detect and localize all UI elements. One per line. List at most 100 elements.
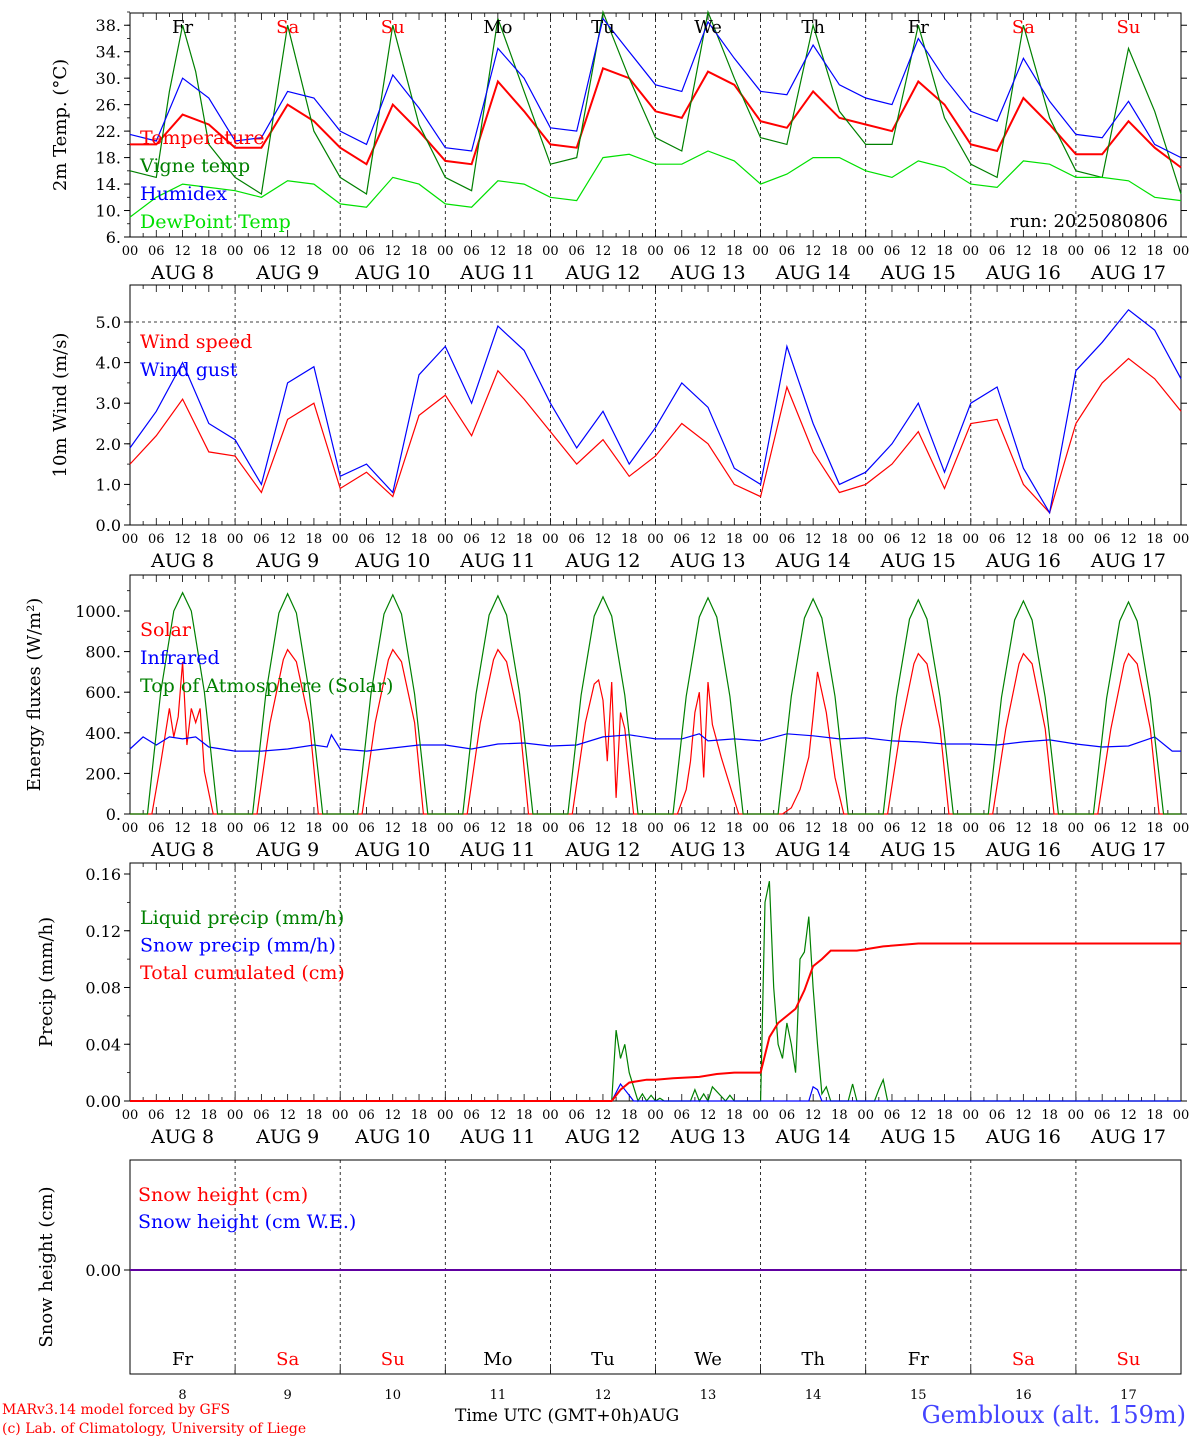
y-tick-label: 3.0 bbox=[96, 394, 121, 413]
hour-tick-label: 06 bbox=[1094, 244, 1111, 259]
y-tick-label: 10. bbox=[96, 202, 121, 221]
day-number-label: 8 bbox=[178, 1388, 186, 1403]
hour-tick-label: 18 bbox=[1041, 821, 1058, 836]
hour-tick-label: 00 bbox=[122, 821, 139, 836]
hour-tick-label: 12 bbox=[700, 532, 717, 547]
date-label: AUG 15 bbox=[880, 1126, 956, 1148]
series-line bbox=[129, 308, 1182, 515]
hour-tick-label: 12 bbox=[595, 821, 612, 836]
hour-tick-label: 00 bbox=[122, 1108, 139, 1123]
hour-tick-label: 00 bbox=[963, 244, 980, 259]
day-name-label: Fr bbox=[908, 1349, 929, 1370]
hour-tick-label: 18 bbox=[726, 244, 743, 259]
hour-tick-label: 18 bbox=[411, 821, 428, 836]
day-name-label: Mo bbox=[483, 17, 512, 38]
hour-tick-label: 00 bbox=[332, 821, 349, 836]
y-tick-label: 26. bbox=[96, 96, 121, 115]
hour-tick-label: 00 bbox=[1068, 821, 1085, 836]
legend-entry: Wind speed bbox=[140, 331, 252, 353]
panel-frame bbox=[129, 12, 1182, 238]
hour-tick-label: 06 bbox=[568, 244, 585, 259]
hour-tick-label: 00 bbox=[437, 244, 454, 259]
hour-tick-label: 18 bbox=[726, 532, 743, 547]
hour-tick-label: 18 bbox=[726, 1108, 743, 1123]
hour-tick-label: 06 bbox=[989, 1108, 1006, 1123]
date-label: AUG 11 bbox=[459, 550, 535, 572]
hour-tick-label: 12 bbox=[490, 244, 507, 259]
hour-tick-label: 06 bbox=[1094, 532, 1111, 547]
hour-tick-label: 00 bbox=[227, 1108, 244, 1123]
series-line bbox=[129, 17, 1182, 159]
hour-tick-label: 18 bbox=[516, 532, 533, 547]
hour-tick-label: 00 bbox=[1173, 244, 1190, 259]
hour-tick-label: 18 bbox=[936, 821, 953, 836]
hour-tick-label: 00 bbox=[752, 244, 769, 259]
y-tick-label: 0.12 bbox=[85, 922, 121, 941]
station-label: Gembloux (alt. 159m) bbox=[921, 1401, 1186, 1429]
hour-tick-label: 12 bbox=[805, 532, 822, 547]
hour-tick-label: 12 bbox=[1120, 532, 1137, 547]
hour-tick-label: 06 bbox=[884, 1108, 901, 1123]
hour-tick-label: 18 bbox=[831, 532, 848, 547]
hour-tick-label: 00 bbox=[1173, 821, 1190, 836]
hour-tick-label: 12 bbox=[279, 821, 296, 836]
y-tick-label: 0.04 bbox=[85, 1035, 121, 1054]
hour-tick-label: 06 bbox=[674, 244, 691, 259]
hour-tick-label: 18 bbox=[1041, 244, 1058, 259]
hour-tick-label: 12 bbox=[279, 1108, 296, 1123]
date-label: AUG 8 bbox=[150, 839, 214, 861]
hour-tick-label: 00 bbox=[542, 244, 559, 259]
y-axis-label: Energy fluxes (W/m²) bbox=[24, 598, 45, 792]
hour-tick-label: 12 bbox=[174, 532, 191, 547]
hour-tick-label: 18 bbox=[936, 1108, 953, 1123]
hour-tick-label: 06 bbox=[1094, 821, 1111, 836]
date-label: AUG 13 bbox=[669, 1126, 745, 1148]
day-name-label: Sa bbox=[276, 1349, 299, 1370]
date-label: AUG 15 bbox=[880, 262, 956, 284]
hour-tick-label: 00 bbox=[857, 244, 874, 259]
hour-tick-label: 06 bbox=[779, 244, 796, 259]
day-number-label: 12 bbox=[595, 1388, 612, 1403]
series-line bbox=[129, 9, 1182, 195]
date-label: AUG 12 bbox=[564, 262, 640, 284]
legend-entry: Liquid precip (mm/h) bbox=[140, 907, 344, 929]
hour-tick-label: 06 bbox=[674, 821, 691, 836]
hour-tick-label: 12 bbox=[595, 244, 612, 259]
y-axis-label: Snow height (cm) bbox=[36, 1186, 57, 1347]
hour-tick-label: 12 bbox=[700, 821, 717, 836]
hour-tick-label: 00 bbox=[857, 1108, 874, 1123]
hour-tick-label: 00 bbox=[227, 821, 244, 836]
hour-tick-label: 18 bbox=[306, 532, 323, 547]
y-tick-label: 2.0 bbox=[96, 435, 121, 454]
y-tick-label: 5.0 bbox=[96, 313, 121, 332]
hour-tick-label: 18 bbox=[411, 244, 428, 259]
hour-tick-label: 18 bbox=[621, 821, 638, 836]
date-label: AUG 17 bbox=[1090, 262, 1166, 284]
hour-tick-label: 18 bbox=[201, 244, 218, 259]
hour-tick-label: 00 bbox=[542, 1108, 559, 1123]
hour-tick-label: 18 bbox=[621, 1108, 638, 1123]
hour-tick-label: 06 bbox=[989, 532, 1006, 547]
hour-tick-label: 06 bbox=[253, 1108, 270, 1123]
hour-tick-label: 18 bbox=[831, 821, 848, 836]
hour-tick-label: 12 bbox=[1015, 532, 1032, 547]
date-label: AUG 11 bbox=[459, 262, 535, 284]
date-label: AUG 8 bbox=[150, 262, 214, 284]
hour-tick-label: 12 bbox=[700, 1108, 717, 1123]
hour-tick-label: 00 bbox=[963, 532, 980, 547]
run-label: run: 2025080806 bbox=[1010, 211, 1168, 232]
day-number-label: 13 bbox=[700, 1388, 717, 1403]
date-label: AUG 13 bbox=[669, 839, 745, 861]
hour-tick-label: 00 bbox=[1173, 1108, 1190, 1123]
y-tick-label: 0.0 bbox=[96, 516, 121, 535]
date-label: AUG 14 bbox=[775, 550, 851, 572]
y-tick-label: 6. bbox=[106, 228, 121, 247]
hour-tick-label: 12 bbox=[910, 1108, 927, 1123]
hour-tick-label: 06 bbox=[358, 532, 375, 547]
hour-tick-label: 18 bbox=[516, 1108, 533, 1123]
date-label: AUG 11 bbox=[459, 1126, 535, 1148]
date-label: AUG 13 bbox=[669, 550, 745, 572]
hour-tick-label: 00 bbox=[963, 1108, 980, 1123]
legend-entry: Snow height (cm) bbox=[138, 1184, 308, 1206]
date-label: AUG 15 bbox=[880, 550, 956, 572]
